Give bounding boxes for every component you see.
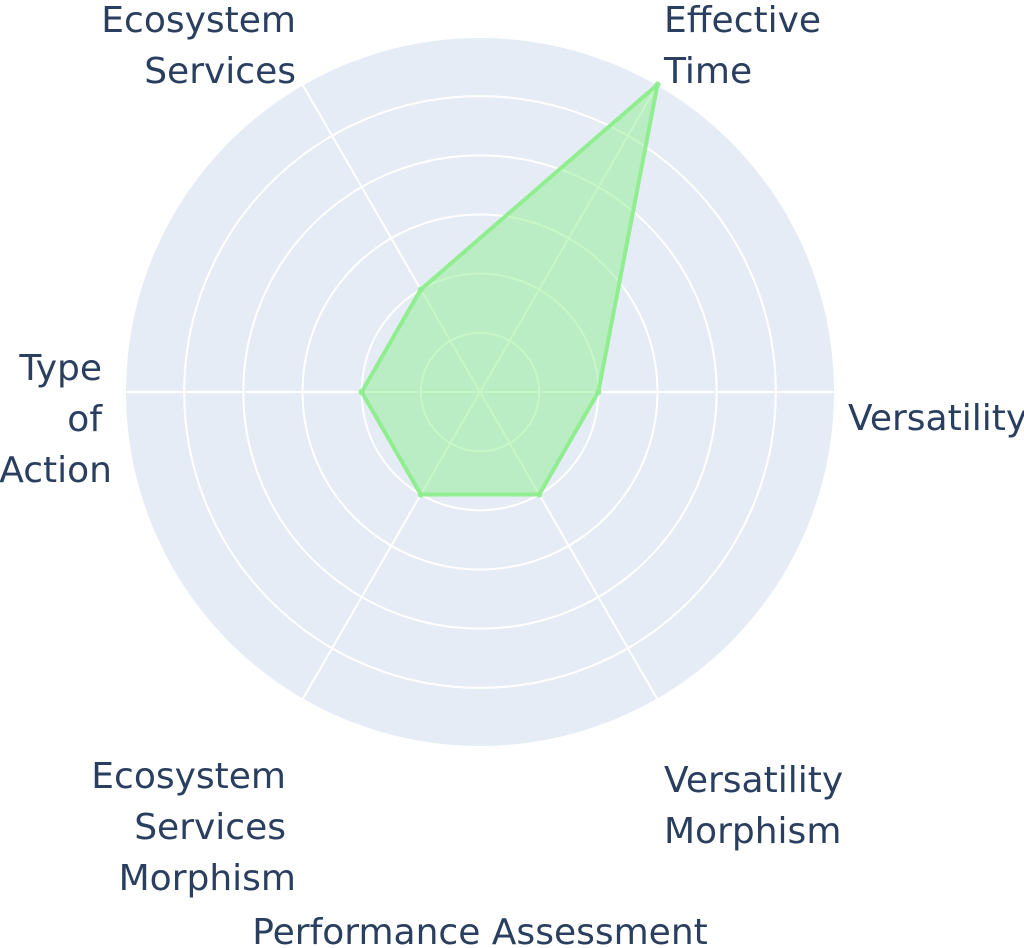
series-point-5 <box>536 491 543 498</box>
axis-label-line: Type <box>18 348 102 389</box>
axis-label-line: Ecosystem <box>101 0 296 41</box>
chart-title: Performance Assessment <box>252 912 708 948</box>
series-point-2 <box>417 286 424 293</box>
axis-label-line: Action <box>0 450 112 491</box>
series-points <box>358 81 661 498</box>
axis-label-1: Effective Time <box>663 0 821 92</box>
axis-label-3: Type of Action <box>0 348 112 491</box>
series-point-3 <box>358 389 365 395</box>
axis-label-2: Ecosystem Services <box>101 0 296 92</box>
axis-label-line: Services <box>144 51 296 92</box>
axis-label-line: Versatility <box>664 760 843 801</box>
axis-label-line: Time <box>663 51 752 92</box>
axis-label-line: Morphism <box>119 858 296 899</box>
series-point-0 <box>595 389 602 395</box>
axis-label-line: Versatility <box>848 398 1024 439</box>
axis-label-line: Services <box>134 807 286 848</box>
axis-label-line: Ecosystem <box>91 756 286 797</box>
series-point-1 <box>654 81 661 88</box>
axis-label-5: Versatility Morphism <box>664 760 843 852</box>
axis-label-line: Effective <box>664 0 821 41</box>
series-point-4 <box>417 491 424 498</box>
axis-labels: Versatility Effective Time Ecosystem Service… <box>0 0 1024 899</box>
axis-label-line: of <box>67 399 103 440</box>
axis-label-0: Versatility <box>848 398 1024 439</box>
axis-label-line: Morphism <box>664 811 841 852</box>
axis-label-4: Ecosystem Services Morphism <box>91 756 296 899</box>
